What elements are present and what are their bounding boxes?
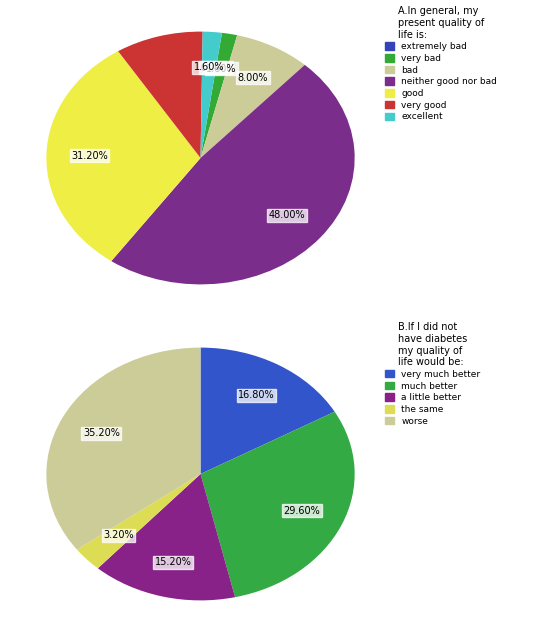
Text: 1.60%: 1.60% — [206, 64, 237, 73]
Wedge shape — [77, 474, 201, 568]
Legend: very much better, much better, a little better, the same, worse: very much better, much better, a little … — [383, 320, 482, 427]
Wedge shape — [46, 348, 201, 550]
Text: 3.20%: 3.20% — [104, 530, 134, 540]
Wedge shape — [98, 474, 235, 600]
Text: 31.20%: 31.20% — [71, 150, 108, 161]
Wedge shape — [46, 51, 201, 261]
Text: 0.00%: 0.00% — [201, 63, 231, 73]
Wedge shape — [201, 35, 305, 158]
Wedge shape — [118, 32, 203, 158]
Wedge shape — [201, 33, 222, 158]
Wedge shape — [201, 348, 335, 474]
Legend: extremely bad, very bad, bad, neither good nor bad, good, very good, excellent: extremely bad, very bad, bad, neither go… — [383, 4, 499, 123]
Text: 15.20%: 15.20% — [154, 557, 192, 567]
Text: 16.80%: 16.80% — [238, 391, 275, 401]
Text: 48.00%: 48.00% — [268, 210, 305, 220]
Wedge shape — [201, 33, 237, 158]
Text: 8.00%: 8.00% — [238, 73, 268, 83]
Text: 29.60%: 29.60% — [284, 506, 320, 516]
Text: 1.60%: 1.60% — [194, 63, 224, 72]
Wedge shape — [201, 32, 222, 158]
Wedge shape — [201, 411, 355, 597]
Text: 35.20%: 35.20% — [83, 428, 120, 438]
Wedge shape — [111, 65, 355, 284]
